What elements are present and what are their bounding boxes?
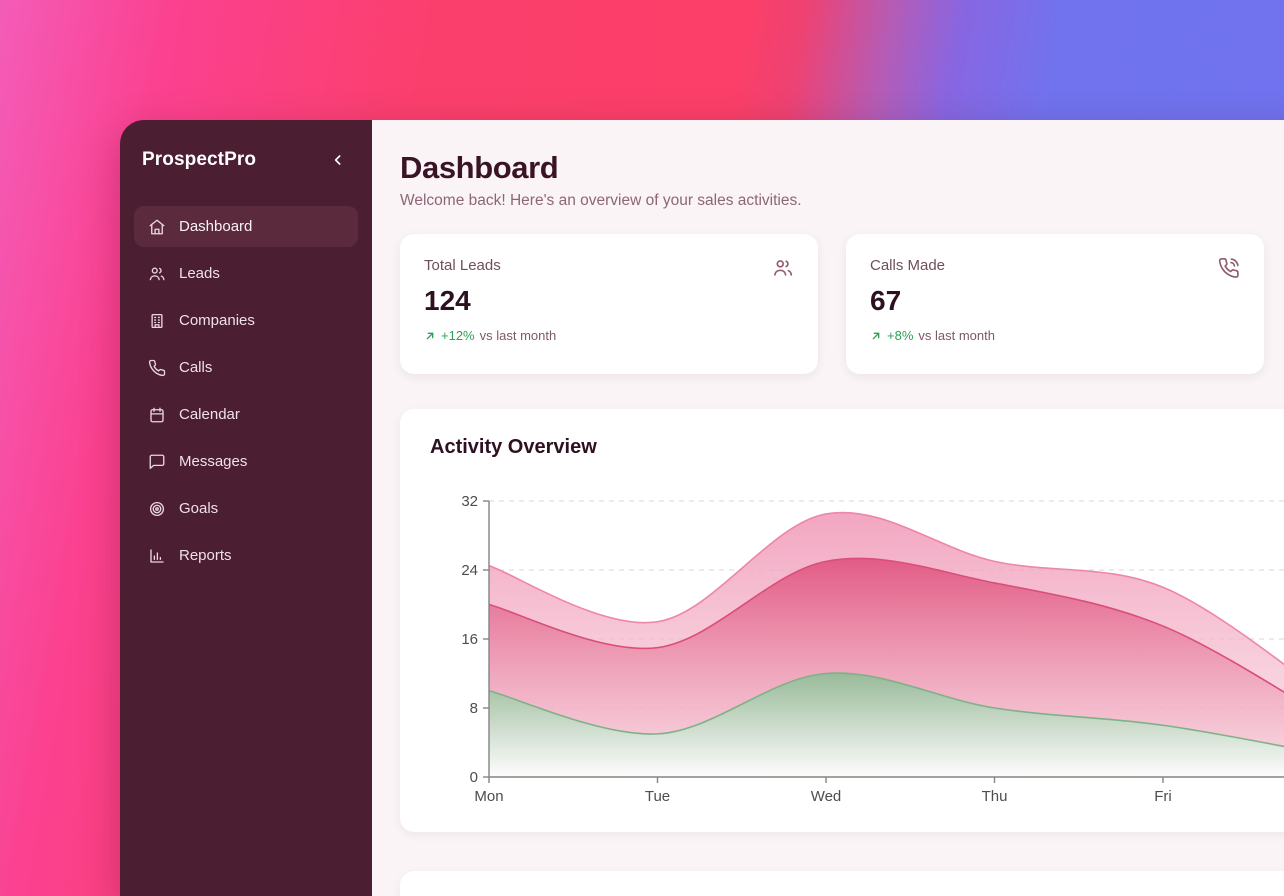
message-icon — [148, 453, 166, 471]
sidebar-item-label: Goals — [179, 500, 219, 517]
home-icon — [148, 218, 166, 236]
sidebar-header: ProspectPro — [134, 142, 358, 178]
sidebar-item-label: Dashboard — [179, 218, 253, 235]
sidebar-item-companies[interactable]: Companies — [134, 300, 358, 341]
stat-card-total-leads: Total Leads 124 +12% vs last month — [400, 234, 818, 374]
calendar-icon — [148, 406, 166, 424]
svg-text:Tue: Tue — [645, 788, 670, 805]
bar-chart-icon — [148, 547, 166, 565]
phone-call-icon — [1218, 257, 1240, 279]
svg-text:24: 24 — [461, 562, 478, 579]
sidebar-item-label: Calls — [179, 359, 213, 376]
page-subtitle: Welcome back! Here's an overview of your… — [400, 192, 802, 209]
sidebar-item-leads[interactable]: Leads — [134, 253, 358, 294]
svg-text:Wed: Wed — [811, 788, 842, 805]
svg-text:Fri: Fri — [1154, 788, 1172, 805]
stat-value: 124 — [424, 285, 471, 316]
sidebar-item-reports[interactable]: Reports — [134, 535, 358, 576]
app-window: ProspectPro Dashboard Leads Companies — [120, 120, 1284, 896]
page-title: Dashboard — [400, 150, 559, 185]
stat-label: Total Leads — [424, 257, 501, 274]
sidebar-item-calendar[interactable]: Calendar — [134, 394, 358, 435]
phone-icon — [148, 359, 166, 377]
building-icon — [148, 312, 166, 330]
svg-text:Thu: Thu — [982, 788, 1008, 805]
sidebar-collapse-button[interactable] — [324, 146, 352, 174]
sidebar-item-label: Calendar — [179, 406, 240, 423]
sidebar-item-dashboard[interactable]: Dashboard — [134, 206, 358, 247]
activity-area-chart: 0 8 16 24 32 Mon Tue Wed Thu Fri — [461, 493, 1284, 805]
sidebar-nav: Dashboard Leads Companies Calls Calendar… — [134, 206, 358, 576]
sidebar-item-label: Companies — [179, 312, 255, 329]
stat-change-note: vs last month — [479, 328, 557, 343]
sidebar: ProspectPro Dashboard Leads Companies — [120, 120, 372, 896]
sidebar-item-goals[interactable]: Goals — [134, 488, 358, 529]
stats-row: Total Leads 124 +12% vs last month Calls… — [400, 234, 1284, 374]
sidebar-item-label: Messages — [179, 453, 248, 470]
sidebar-item-calls[interactable]: Calls — [134, 347, 358, 388]
svg-text:Mon: Mon — [474, 788, 503, 805]
stat-change: +8% vs last month — [870, 328, 1240, 343]
stat-change: +12% vs last month — [424, 328, 794, 343]
trend-up-icon — [424, 330, 436, 342]
sidebar-item-label: Leads — [179, 265, 220, 282]
svg-text:8: 8 — [470, 700, 478, 717]
chevron-left-icon — [330, 152, 346, 168]
chart-title: Activity Overview — [430, 436, 597, 458]
stat-value: 67 — [870, 285, 902, 316]
users-icon — [148, 265, 166, 283]
sidebar-item-label: Reports — [179, 547, 232, 564]
svg-text:0: 0 — [470, 769, 478, 786]
target-icon — [148, 500, 166, 518]
stat-change-percent: +12% — [441, 328, 475, 343]
stat-change-note: vs last month — [918, 328, 995, 343]
svg-text:32: 32 — [461, 493, 478, 510]
trend-up-icon — [870, 330, 882, 342]
activity-overview-card: Activity Overview 0 8 16 24 32 Mon Tue Wed Thu Fr… — [400, 409, 1284, 832]
sidebar-item-messages[interactable]: Messages — [134, 441, 358, 482]
stat-card-calls-made: Calls Made 67 +8% vs last month — [846, 234, 1264, 374]
svg-text:16: 16 — [461, 631, 478, 648]
main-content: Dashboard Welcome back! Here's an overvi… — [372, 120, 1284, 896]
next-card-partial — [400, 871, 1284, 896]
users-icon — [772, 257, 794, 279]
stat-label: Calls Made — [870, 257, 946, 274]
app-logo-text: ProspectPro — [142, 149, 257, 170]
stat-change-percent: +8% — [887, 328, 914, 343]
